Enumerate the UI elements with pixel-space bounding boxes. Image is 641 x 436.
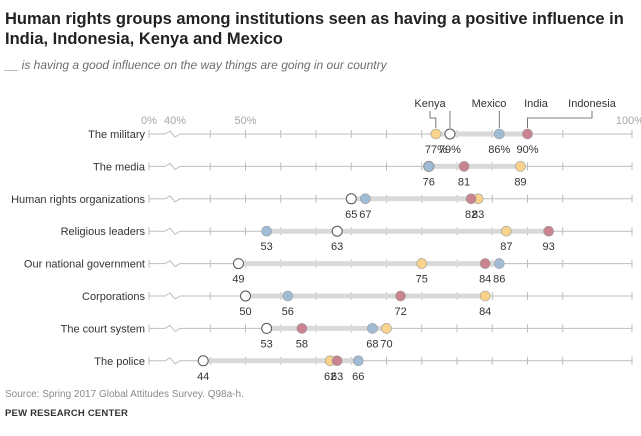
dot-indonesia — [331, 355, 343, 367]
dot-indonesia — [522, 128, 533, 140]
dot-india — [367, 323, 378, 334]
value-label: 93 — [543, 241, 555, 253]
dot-mexico — [345, 193, 357, 205]
dot-mexico — [197, 355, 209, 367]
axis-break-mark — [164, 324, 181, 333]
legend-leader-line — [527, 111, 593, 128]
category-label: The military — [88, 129, 145, 141]
x-tick-label: 100% — [616, 115, 641, 127]
dot-india — [360, 193, 371, 205]
axis-break-mark — [164, 259, 181, 268]
value-label: 68 — [366, 338, 378, 350]
axis-break-mark — [164, 357, 181, 365]
dot-plot-chart: 0% 40% 50% 100% The military 77%79% 86% 90% The … — [11, 98, 641, 383]
dot-indonesia — [543, 225, 554, 237]
dot-indonesia — [296, 323, 308, 334]
dot-indonesia — [395, 290, 406, 302]
dot-mexico — [331, 225, 343, 237]
category-label: The police — [94, 356, 145, 368]
x-tick-label: 40% — [164, 115, 186, 127]
category-label: Our national government — [24, 259, 145, 271]
legend-leader-line — [429, 111, 437, 128]
value-label: 75 — [416, 274, 428, 286]
dot-india — [282, 290, 294, 302]
dot-indonesia — [465, 193, 477, 205]
value-label: 62 — [324, 371, 336, 383]
value-label: 63 — [331, 241, 343, 253]
x-tick-label: 0% — [141, 115, 157, 127]
legend-label-mexico: Mexico — [472, 98, 507, 110]
category-label: The media — [93, 161, 146, 173]
value-label: 86% — [488, 144, 510, 156]
legend-label-indonesia: Indonesia — [568, 98, 617, 110]
value-label: 90% — [516, 144, 538, 156]
value-label: 63 — [331, 371, 343, 383]
category-label: Religious leaders — [61, 226, 146, 238]
value-label: 82 — [465, 209, 477, 221]
dot-india — [352, 355, 364, 367]
source-note: Source: Spring 2017 Global Attitudes Sur… — [5, 389, 244, 400]
axis-break-mark — [164, 227, 181, 235]
dot-kenya — [501, 225, 512, 237]
dot-kenya — [381, 323, 392, 334]
dot-india — [493, 128, 505, 140]
dot-india — [493, 258, 505, 269]
value-label: 84 — [479, 306, 491, 318]
value-label: 50 — [239, 306, 251, 318]
chart-subtitle: __ is having a good influence on the way… — [5, 58, 387, 72]
value-label: 81 — [458, 176, 470, 188]
category-label: The court system — [61, 323, 145, 335]
value-label: 76 — [423, 176, 435, 188]
value-label: 66 — [352, 371, 364, 383]
organization-credit: PEW RESEARCH CENTER — [5, 408, 129, 419]
value-label: 84 — [479, 274, 491, 286]
legend-label-kenya: Kenya — [414, 98, 446, 110]
dot-mexico — [444, 128, 456, 140]
dot-india — [423, 161, 435, 172]
category-label: Human rights organizations — [11, 194, 145, 206]
value-label: 49 — [232, 274, 244, 286]
dot-mexico — [232, 258, 244, 270]
axis-break-mark — [164, 195, 181, 203]
dot-mexico — [240, 290, 251, 302]
x-tick-label: 50% — [234, 115, 256, 127]
legend-label-india: India — [524, 98, 549, 110]
value-label: 89 — [514, 176, 526, 188]
value-label: 44 — [197, 371, 209, 383]
dot-kenya — [515, 161, 526, 172]
value-label: 77% — [425, 144, 447, 156]
category-label: Corporations — [82, 291, 145, 303]
value-label: 86 — [493, 274, 505, 286]
dot-kenya — [430, 128, 442, 140]
value-label: 70 — [380, 338, 392, 350]
chart-title: Human rights groups among institutions s… — [5, 10, 624, 48]
value-label: 79% — [439, 144, 461, 156]
value-label: 53 — [261, 241, 273, 253]
value-label: 87 — [500, 241, 512, 253]
value-label: 83 — [472, 209, 484, 221]
dot-kenya — [479, 290, 491, 302]
dot-mexico — [261, 322, 273, 334]
axis-break-mark — [164, 130, 181, 138]
value-label: 72 — [394, 306, 406, 318]
dot-indonesia — [458, 161, 470, 172]
value-label: 58 — [296, 338, 308, 350]
dot-kenya — [416, 258, 428, 269]
value-label: 67 — [359, 209, 371, 221]
dot-india — [261, 225, 272, 237]
axis-break-mark — [164, 162, 181, 171]
value-label: 56 — [282, 306, 294, 318]
dot-indonesia — [479, 258, 491, 269]
axis-break-mark — [164, 292, 181, 300]
value-label: 65 — [345, 209, 357, 221]
value-label: 53 — [261, 338, 273, 350]
